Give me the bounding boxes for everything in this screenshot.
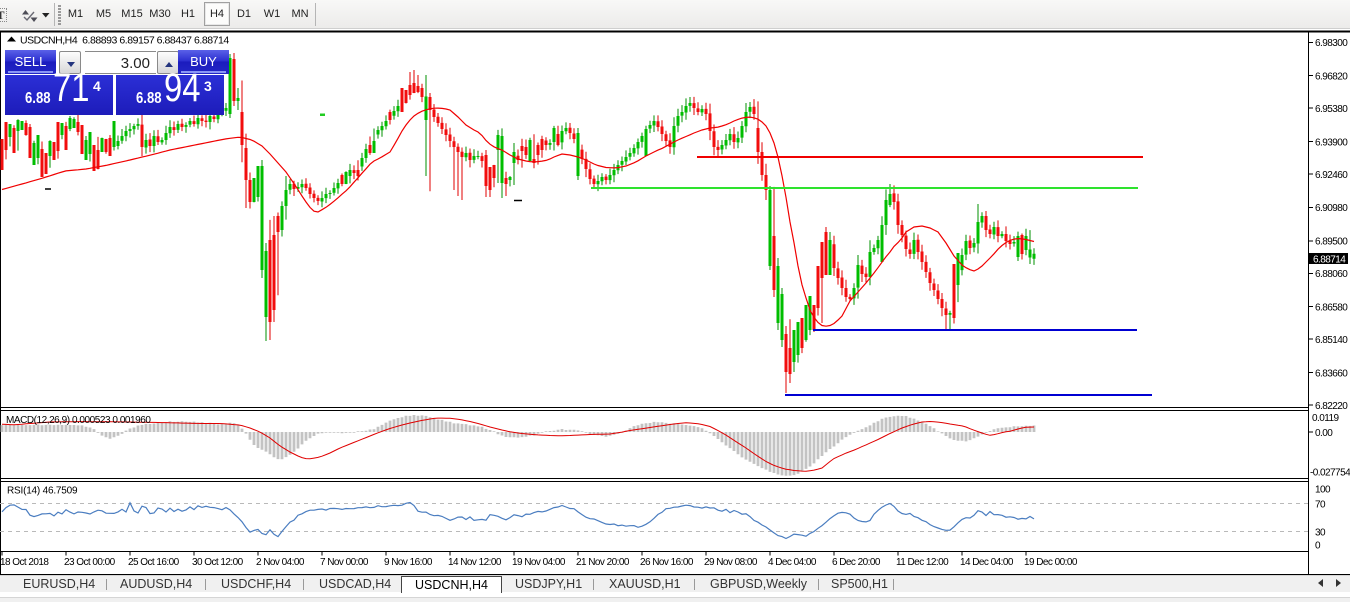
svg-text:14 Nov 12:00: 14 Nov 12:00: [448, 557, 502, 568]
svg-text:7 Nov 00:00: 7 Nov 00:00: [320, 557, 369, 568]
svg-text:100: 100: [1315, 484, 1331, 495]
svg-text:6.86580: 6.86580: [1315, 303, 1348, 314]
svg-text:9 Nov 16:00: 9 Nov 16:00: [384, 557, 433, 568]
svg-text:29 Nov 08:00: 29 Nov 08:00: [704, 557, 758, 568]
svg-text:30: 30: [1315, 528, 1326, 539]
svg-text:70: 70: [1315, 500, 1326, 511]
svg-text:0.00: 0.00: [1315, 428, 1333, 439]
svg-text:19 Nov 04:00: 19 Nov 04:00: [512, 557, 566, 568]
svg-text:MACD(12,26,9) 0.000523 0.00196: MACD(12,26,9) 0.000523 0.001960: [6, 415, 151, 426]
svg-text:0: 0: [1315, 541, 1321, 552]
svg-text:6.90980: 6.90980: [1315, 203, 1348, 214]
svg-text:23 Oct 00:00: 23 Oct 00:00: [64, 557, 116, 568]
svg-text:6 Dec 20:00: 6 Dec 20:00: [832, 557, 881, 568]
svg-text:6.82220: 6.82220: [1315, 401, 1348, 412]
svg-text:6.89500: 6.89500: [1315, 237, 1348, 248]
svg-text:6.96820: 6.96820: [1315, 72, 1348, 83]
svg-text:6.85140: 6.85140: [1315, 335, 1348, 346]
svg-text:6.92460: 6.92460: [1315, 170, 1348, 181]
svg-text:19 Dec 00:00: 19 Dec 00:00: [1024, 557, 1078, 568]
svg-text:21 Nov 20:00: 21 Nov 20:00: [576, 557, 630, 568]
svg-text:26 Nov 16:00: 26 Nov 16:00: [640, 557, 694, 568]
svg-text:0.0119: 0.0119: [1312, 413, 1340, 424]
svg-text:USDCNH,H4 6.88893 6.89157 6.8: USDCNH,H4 6.88893 6.89157 6.88437 6.8871…: [20, 34, 229, 46]
svg-text:6.83660: 6.83660: [1315, 368, 1348, 379]
svg-text:6.88060: 6.88060: [1315, 269, 1348, 280]
svg-text:11 Dec 12:00: 11 Dec 12:00: [896, 557, 949, 568]
svg-text:18 Oct 2018: 18 Oct 2018: [0, 557, 49, 568]
svg-text:6.98300: 6.98300: [1315, 38, 1348, 49]
svg-text:6.93900: 6.93900: [1315, 137, 1348, 148]
svg-text:RSI(14) 46.7509: RSI(14) 46.7509: [7, 486, 78, 497]
svg-text:14 Dec 04:00: 14 Dec 04:00: [960, 557, 1014, 568]
svg-text:-0.027754: -0.027754: [1310, 468, 1350, 479]
svg-text:4 Dec 04:00: 4 Dec 04:00: [768, 557, 817, 568]
svg-text:6.88714: 6.88714: [1313, 254, 1346, 265]
svg-text:25 Oct 16:00: 25 Oct 16:00: [128, 557, 180, 568]
svg-text:6.95380: 6.95380: [1315, 104, 1348, 115]
svg-text:30 Oct 12:00: 30 Oct 12:00: [192, 557, 244, 568]
svg-text:2 Nov 04:00: 2 Nov 04:00: [256, 557, 305, 568]
